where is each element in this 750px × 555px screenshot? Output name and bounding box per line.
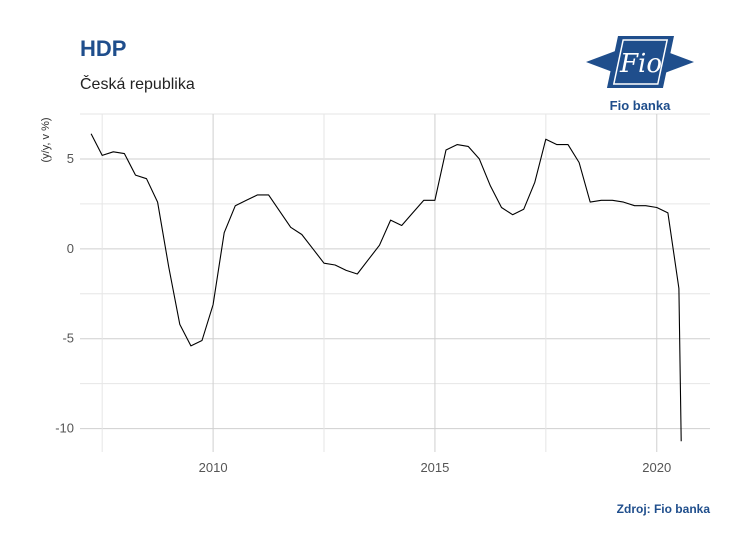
- logo-caption: Fio banka: [610, 98, 671, 113]
- y-tick-labels: 5 0 -5 -10: [55, 151, 74, 436]
- series-layer: [90, 133, 682, 442]
- y-tick-label: -5: [62, 331, 74, 346]
- y-axis-label: (y/y, v %): [40, 117, 52, 162]
- chart-subtitle: Česká republika: [80, 76, 195, 93]
- x-tick-labels: 2010 2015 2020: [199, 460, 672, 475]
- y-tick-label: -10: [55, 421, 74, 436]
- logo-left-arrow: [586, 50, 618, 74]
- x-tick-label: 2020: [642, 460, 671, 475]
- grid-layer: [80, 113, 710, 452]
- source-note: Zdroj: Fio banka: [616, 502, 710, 516]
- y-tick-label: 0: [67, 241, 74, 256]
- x-tick-label: 2015: [420, 460, 449, 475]
- y-tick-label: 5: [67, 151, 74, 166]
- gdp-series-line: [90, 133, 682, 442]
- logo-inner-border: [612, 39, 669, 85]
- chart-title: HDP: [80, 36, 127, 61]
- logo-text: Fio: [619, 49, 662, 79]
- logo-diamond: [606, 36, 674, 88]
- fio-banka-logo: Fio Fio banka: [586, 36, 694, 113]
- logo-right-arrow: [662, 50, 694, 74]
- x-tick-label: 2010: [199, 460, 228, 475]
